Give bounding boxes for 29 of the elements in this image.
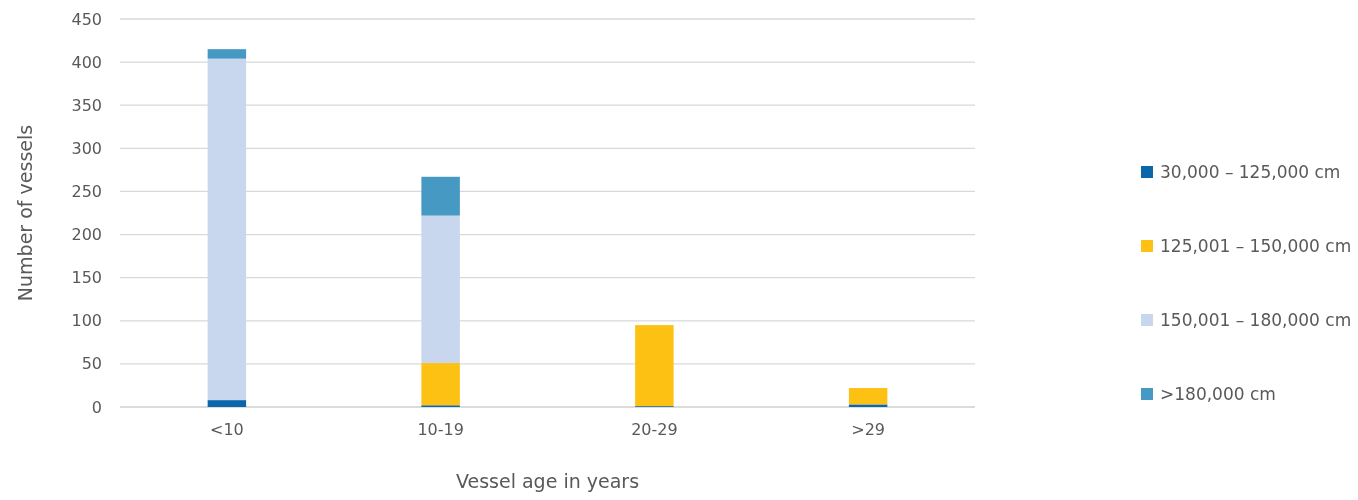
x-tick-label: 10-19 (417, 420, 464, 439)
bar (421, 215, 460, 364)
y-tick-label: 450 (71, 9, 102, 29)
bar (207, 400, 247, 407)
y-tick-label: 50 (81, 354, 102, 374)
bar (421, 363, 460, 406)
bar (635, 325, 674, 407)
y-tick-label: 100 (71, 311, 102, 331)
bar (848, 404, 888, 407)
x-tick-label: >29 (851, 420, 886, 439)
y-tick-label: 150 (71, 268, 102, 288)
x-tick-label: <10 (209, 420, 244, 439)
y-tick-label: 300 (71, 138, 102, 158)
y-axis-title: Number of vessels (14, 124, 36, 302)
y-tick-label: 350 (71, 95, 102, 115)
x-axis-title: Vessel age in years (455, 470, 640, 492)
x-tick-label: 20-29 (631, 420, 678, 439)
y-tick-label: 250 (71, 182, 102, 202)
bar (207, 58, 247, 401)
y-tick-label: 400 (71, 52, 102, 72)
bar (207, 49, 247, 59)
legend-label: >180,000 cm (1160, 383, 1276, 404)
legend-label: 125,001 – 150,000 cm (1160, 235, 1352, 256)
y-tick-label: 200 (71, 225, 102, 245)
legend-label: 30,000 – 125,000 cm (1160, 161, 1341, 182)
y-tick-label: 0 (91, 397, 102, 417)
bar (421, 176, 460, 216)
bar (848, 388, 888, 405)
legend-label: 150,001 – 180,000 cm (1160, 309, 1352, 330)
